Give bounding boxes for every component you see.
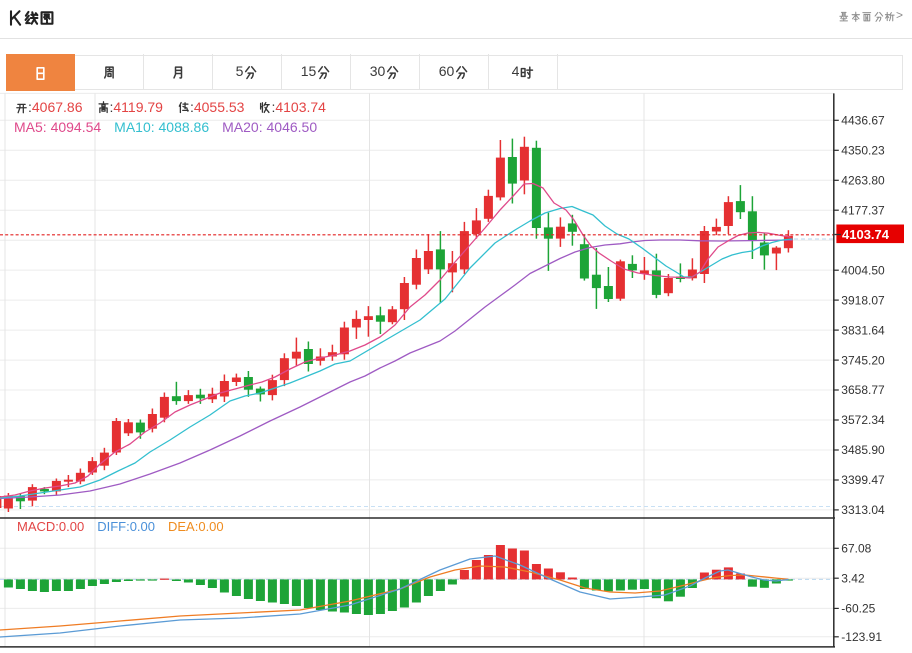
svg-text:-60.25: -60.25 bbox=[841, 602, 875, 616]
svg-text:3658.77: 3658.77 bbox=[841, 383, 885, 397]
svg-text:4436.67: 4436.67 bbox=[841, 114, 885, 128]
svg-text:3745.20: 3745.20 bbox=[841, 353, 885, 367]
svg-text:3572.34: 3572.34 bbox=[841, 413, 885, 427]
svg-text:4263.80: 4263.80 bbox=[841, 174, 885, 188]
svg-text:3831.64: 3831.64 bbox=[841, 323, 885, 337]
svg-text:3485.90: 3485.90 bbox=[841, 443, 885, 457]
svg-text:3313.04: 3313.04 bbox=[841, 503, 885, 517]
svg-text:4004.50: 4004.50 bbox=[841, 263, 885, 277]
svg-text:3.42: 3.42 bbox=[841, 571, 865, 585]
svg-text:4177.37: 4177.37 bbox=[841, 203, 885, 217]
svg-text:67.08: 67.08 bbox=[841, 542, 871, 556]
svg-text:4103.74: 4103.74 bbox=[842, 227, 890, 242]
svg-text:4350.23: 4350.23 bbox=[841, 144, 885, 158]
svg-text:3399.47: 3399.47 bbox=[841, 473, 885, 487]
svg-text:-123.91: -123.91 bbox=[841, 630, 882, 644]
svg-text:3918.07: 3918.07 bbox=[841, 293, 885, 307]
